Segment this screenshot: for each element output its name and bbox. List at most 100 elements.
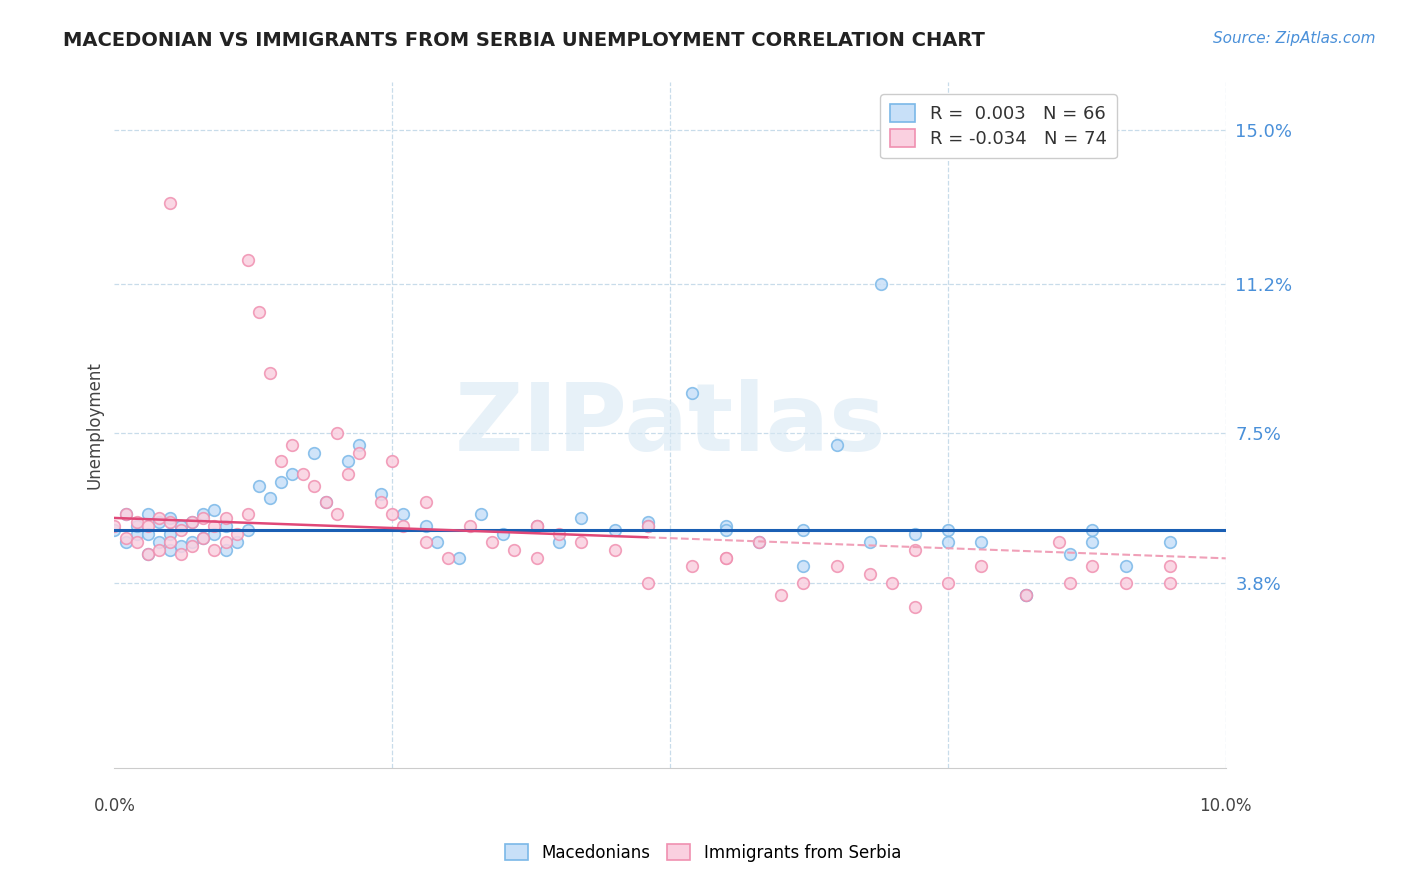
Point — [148, 543, 170, 558]
Point — [304, 478, 326, 492]
Point — [125, 527, 148, 541]
Point — [236, 252, 259, 267]
Point — [181, 539, 204, 553]
Y-axis label: Unemployment: Unemployment — [86, 361, 103, 489]
Point — [159, 511, 181, 525]
Point — [304, 446, 326, 460]
Point — [526, 519, 548, 533]
Point — [114, 535, 136, 549]
Point — [381, 454, 404, 468]
Point — [903, 599, 925, 614]
Point — [681, 559, 703, 574]
Point — [193, 511, 215, 525]
Point — [204, 503, 226, 517]
Point — [181, 515, 204, 529]
Point — [870, 277, 893, 291]
Point — [470, 507, 492, 521]
Point — [1015, 588, 1038, 602]
Point — [236, 507, 259, 521]
Point — [415, 495, 437, 509]
Point — [903, 527, 925, 541]
Legend: Macedonians, Immigrants from Serbia: Macedonians, Immigrants from Serbia — [496, 836, 910, 871]
Point — [170, 519, 193, 533]
Point — [970, 535, 993, 549]
Point — [526, 519, 548, 533]
Point — [415, 535, 437, 549]
Point — [447, 551, 470, 566]
Point — [193, 531, 215, 545]
Point — [225, 535, 247, 549]
Point — [637, 575, 659, 590]
Point — [148, 515, 170, 529]
Point — [492, 527, 515, 541]
Point — [136, 547, 159, 561]
Point — [548, 535, 571, 549]
Point — [936, 523, 959, 537]
Point — [270, 454, 292, 468]
Text: Source: ZipAtlas.com: Source: ZipAtlas.com — [1212, 31, 1375, 46]
Point — [415, 519, 437, 533]
Point — [214, 519, 236, 533]
Point — [315, 495, 337, 509]
Point — [125, 519, 148, 533]
Point — [381, 507, 404, 521]
Point — [859, 567, 882, 582]
Point — [136, 527, 159, 541]
Point — [214, 543, 236, 558]
Point — [748, 535, 770, 549]
Point — [103, 519, 125, 533]
Point — [193, 507, 215, 521]
Point — [247, 305, 270, 319]
Point — [792, 575, 814, 590]
Point — [1015, 588, 1038, 602]
Point — [315, 495, 337, 509]
Point — [214, 511, 236, 525]
Point — [825, 438, 848, 452]
Point — [181, 515, 204, 529]
Point — [170, 539, 193, 553]
Point — [1059, 575, 1081, 590]
Point — [503, 543, 526, 558]
Point — [1059, 547, 1081, 561]
Point — [1047, 535, 1070, 549]
Point — [714, 519, 737, 533]
Point — [148, 511, 170, 525]
Point — [181, 535, 204, 549]
Point — [136, 519, 159, 533]
Point — [1115, 559, 1137, 574]
Text: 0.0%: 0.0% — [93, 797, 135, 814]
Point — [526, 551, 548, 566]
Point — [825, 559, 848, 574]
Point — [436, 551, 458, 566]
Point — [1081, 535, 1104, 549]
Point — [481, 535, 503, 549]
Point — [281, 467, 304, 481]
Point — [114, 507, 136, 521]
Point — [159, 543, 181, 558]
Point — [1081, 559, 1104, 574]
Point — [714, 551, 737, 566]
Point — [193, 531, 215, 545]
Point — [569, 535, 592, 549]
Point — [792, 559, 814, 574]
Point — [281, 438, 304, 452]
Point — [1159, 559, 1181, 574]
Point — [792, 523, 814, 537]
Point — [170, 547, 193, 561]
Point — [714, 523, 737, 537]
Point — [1115, 575, 1137, 590]
Point — [125, 535, 148, 549]
Point — [270, 475, 292, 489]
Point — [859, 535, 882, 549]
Point — [125, 515, 148, 529]
Point — [214, 535, 236, 549]
Point — [748, 535, 770, 549]
Point — [569, 511, 592, 525]
Point — [204, 527, 226, 541]
Point — [325, 507, 347, 521]
Point — [225, 527, 247, 541]
Point — [236, 523, 259, 537]
Point — [548, 527, 571, 541]
Point — [770, 588, 793, 602]
Point — [103, 523, 125, 537]
